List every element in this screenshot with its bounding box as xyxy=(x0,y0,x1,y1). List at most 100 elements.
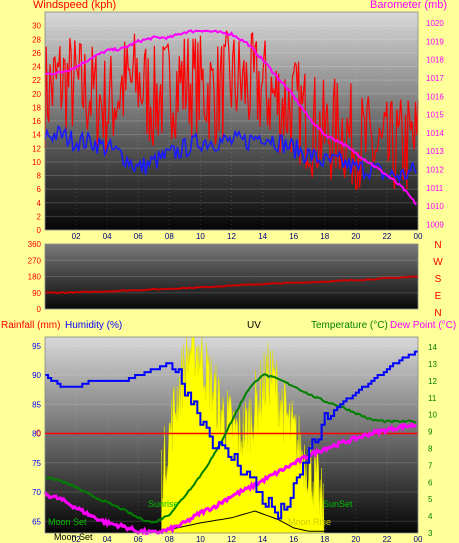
humidity-x-tick-label: 02 xyxy=(72,535,81,543)
rain-zero-label: 0 xyxy=(36,428,42,438)
panel-frame xyxy=(44,336,419,534)
temperature-y-tick-label: 4 xyxy=(428,512,433,521)
wind-average-series xyxy=(44,124,417,184)
humidity-y-tick-label: 90 xyxy=(32,371,41,380)
temperature-y-tick-label: 8 xyxy=(428,445,433,454)
direction-y-tick-label: 270 xyxy=(28,256,42,265)
wind-plot-area xyxy=(45,12,418,230)
sunrise-annotation: Sunrise xyxy=(148,499,179,509)
humidity-y-tick-label: 80 xyxy=(32,430,41,439)
dew-point-series xyxy=(43,421,417,536)
wind-x-tick-label: 20 xyxy=(351,232,360,241)
wind-y-tick-label: 6 xyxy=(37,185,42,194)
wind-x-tick-label: 04 xyxy=(103,232,112,241)
wind-y-tick-label: 0 xyxy=(37,226,42,235)
temperature-y-tick-label: 13 xyxy=(428,360,437,369)
wind-y-tick-label: 30 xyxy=(32,22,41,31)
panel-frame xyxy=(44,243,419,310)
moonrise-annotation: Moon Rise xyxy=(288,517,332,527)
temperature-y-tick-label: 6 xyxy=(428,478,433,487)
barometer-y-tick-label: 1013 xyxy=(426,147,444,156)
wind-y-tick-label: 18 xyxy=(32,103,41,112)
wind-x-tick-label: 02 xyxy=(72,232,81,241)
panel-frame xyxy=(44,11,419,231)
wind-x-tick-label: 10 xyxy=(196,232,205,241)
temperature-y-tick-label: 12 xyxy=(428,377,437,386)
humidity-x-tick-label: 20 xyxy=(351,535,360,543)
wind-y-tick-label: 26 xyxy=(32,49,41,58)
wind-y-tick-label: 12 xyxy=(32,144,41,153)
wind-x-tick-label: 16 xyxy=(289,232,298,241)
temperature-series xyxy=(44,373,417,524)
barometer-y-tick-label: 1012 xyxy=(426,166,444,175)
wind-y-tick-label: 24 xyxy=(32,63,41,72)
barometer-y-tick-label: 1020 xyxy=(426,19,444,28)
wind-y-tick-label: 20 xyxy=(32,90,41,99)
wind-y-tick-label: 2 xyxy=(37,212,42,221)
solar-series xyxy=(45,510,418,532)
barometer-y-tick-label: 1011 xyxy=(426,184,444,193)
compass-label: N xyxy=(434,308,441,319)
humidity-y-tick-label: 85 xyxy=(32,400,41,409)
barometer-y-tick-label: 1017 xyxy=(426,74,444,83)
temperature-y-tick-label: 3 xyxy=(428,529,433,538)
wind-y-tick-label: 4 xyxy=(37,199,42,208)
uv-label: UV xyxy=(247,320,261,331)
wind-gust-series xyxy=(44,30,419,190)
temperature-axis-label: Temperature (°C) xyxy=(311,320,388,331)
barometer-y-tick-label: 1010 xyxy=(426,202,444,211)
temperature-y-tick-label: 10 xyxy=(428,411,437,420)
temperature-y-tick-label: 9 xyxy=(428,428,433,437)
wind-x-tick-label: 08 xyxy=(165,232,174,241)
barometer-y-tick-label: 1009 xyxy=(426,221,444,230)
barometer-series xyxy=(44,29,417,206)
humidity-x-tick-label: 12 xyxy=(227,535,236,543)
humidity-x-tick-label: 16 xyxy=(289,535,298,543)
barometer-axis-label: Barometer (mb) xyxy=(370,0,448,11)
compass-label: E xyxy=(435,291,442,302)
direction-plot-area xyxy=(45,244,418,309)
compass-label: S xyxy=(435,274,442,285)
direction-y-tick-label: 90 xyxy=(32,289,41,298)
humidity-x-tick-label: 06 xyxy=(134,535,143,543)
rainfall-axis-label: Rainfall (mm) xyxy=(1,320,61,331)
wind-y-tick-label: 16 xyxy=(32,117,41,126)
barometer-y-tick-label: 1016 xyxy=(426,92,444,101)
barometer-y-tick-label: 1019 xyxy=(426,37,444,46)
wind-y-tick-label: 10 xyxy=(32,158,41,167)
sunset-annotation: SunSet xyxy=(323,499,353,509)
humidity-x-tick-label: 08 xyxy=(165,535,174,543)
direction-y-tick-label: 360 xyxy=(28,240,42,249)
temperature-y-tick-label: 14 xyxy=(428,343,437,352)
direction-y-tick-label: 180 xyxy=(28,273,42,282)
wind-y-tick-label: 8 xyxy=(37,172,42,181)
compass-label: N xyxy=(434,240,441,251)
wind-x-tick-label: 12 xyxy=(227,232,236,241)
humidity-y-tick-label: 65 xyxy=(32,517,41,526)
barometer-y-tick-label: 1014 xyxy=(426,129,444,138)
wind-y-tick-label: 22 xyxy=(32,76,41,85)
temperature-y-tick-label: 5 xyxy=(428,495,433,504)
humidity-x-tick-label: 18 xyxy=(320,535,329,543)
wind-x-tick-label: 14 xyxy=(258,232,267,241)
humidity-x-tick-label: 10 xyxy=(196,535,205,543)
temperature-y-tick-label: 11 xyxy=(428,394,437,403)
humidity-y-tick-label: 95 xyxy=(32,342,41,351)
wind-x-tick-label: 06 xyxy=(134,232,143,241)
wind-direction-series xyxy=(44,275,419,295)
uv-area xyxy=(161,336,325,534)
wind-x-tick-label: 18 xyxy=(320,232,329,241)
windspeed-axis-label: Windspeed (kph) xyxy=(33,0,117,11)
barometer-y-tick-label: 1018 xyxy=(426,56,444,65)
direction-y-tick-label: 0 xyxy=(37,305,42,314)
temperature-y-tick-label: 7 xyxy=(428,461,433,470)
wind-x-tick-label: 22 xyxy=(382,232,391,241)
humidity-axis-label: Humidity (%) xyxy=(65,320,123,331)
moonset-annotation: Moon Set xyxy=(48,517,87,527)
wind-x-tick-label: 00 xyxy=(414,232,423,241)
dew-point-axis-label: Dew Point (°C) xyxy=(390,320,457,331)
barometer-y-tick-label: 1015 xyxy=(426,111,444,120)
humidity-y-tick-label: 70 xyxy=(32,488,41,497)
humidity-y-tick-label: 75 xyxy=(32,459,41,468)
